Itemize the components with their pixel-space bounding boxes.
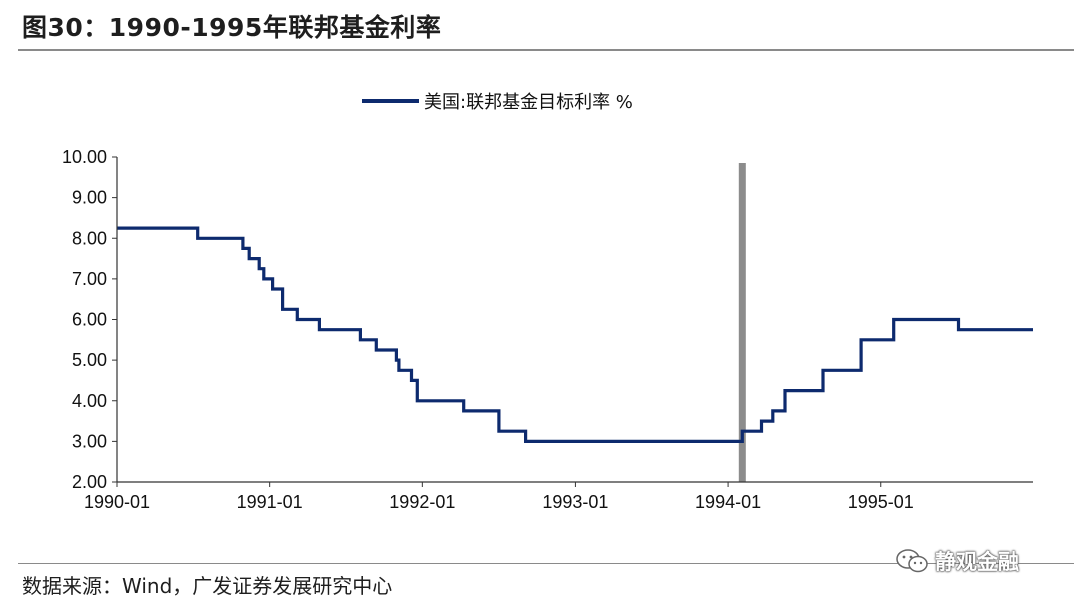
wechat-icon [896, 549, 928, 573]
chart-legend: 美国:联邦基金目标利率 % [362, 92, 633, 113]
y-tick-label: 2.00 [72, 472, 107, 492]
highlight-band [738, 163, 746, 482]
series-layer [117, 226, 1033, 443]
y-tick-label: 10.00 [62, 147, 107, 167]
watermark-text: 静观金融 [935, 550, 1019, 574]
header-rule [18, 49, 1074, 51]
y-tick-label: 5.00 [72, 350, 107, 370]
footer-rule [18, 563, 1074, 564]
y-tick-label: 9.00 [72, 188, 107, 208]
series-line [117, 226, 1033, 443]
x-tick-label: 1992-01 [389, 492, 455, 512]
figure-title: 图30：1990-1995年联邦基金利率 [22, 13, 442, 42]
x-tick-label: 1990-01 [84, 492, 150, 512]
figure-header: 图30：1990-1995年联邦基金利率 [0, 0, 1080, 52]
legend-label: 美国:联邦基金目标利率 % [424, 92, 633, 113]
x-tick-label: 1995-01 [848, 492, 914, 512]
fed-funds-rate-chart: 美国:联邦基金目标利率 % 10.00 9.00 8.00 7.00 6.00 5.00 4… [62, 92, 1033, 512]
y-tick-label: 4.00 [72, 391, 107, 411]
watermark: 静观金融 [895, 546, 1019, 576]
y-tick-label: 7.00 [72, 269, 107, 289]
highlight-layer [738, 163, 746, 482]
y-tick-label: 8.00 [72, 228, 107, 248]
axes-layer: 10.009.008.007.006.005.004.003.002.00199… [62, 147, 1033, 512]
x-tick-label: 1993-01 [542, 492, 608, 512]
y-tick-label: 3.00 [72, 431, 107, 451]
source-note: 数据来源：Wind，广发证券发展研究中心 [22, 574, 393, 598]
x-tick-label: 1994-01 [695, 492, 761, 512]
y-tick-label: 6.00 [72, 310, 107, 330]
x-tick-label: 1991-01 [237, 492, 303, 512]
